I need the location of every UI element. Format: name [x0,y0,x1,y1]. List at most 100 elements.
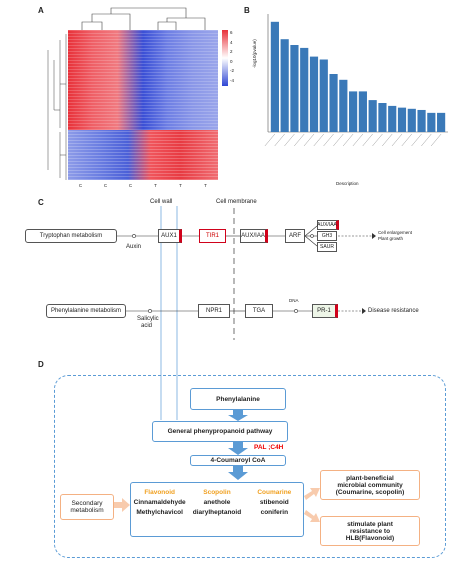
column-label: C [128,183,133,188]
x-tick-label [342,133,354,147]
legend-tick: 4 [230,39,233,45]
pr1-box: PR-1 [312,304,338,318]
panel-c-label: C [38,198,44,207]
bar [319,59,328,132]
methylchavicol-text: Methylchavicol [136,509,183,516]
bar [349,91,358,132]
flow-container [54,375,446,558]
x-tick-label [274,133,285,147]
stimulate-resistance-node: stimulate plant resistance to HLB(Flavon… [320,516,420,546]
secondary-metabolism-node: Secondary metabolism [60,494,114,520]
bar [270,21,279,132]
metabolites-box: Flavonoid Scopolin Coumarine Cinnamaldeh… [130,482,304,537]
cell-enlargement-label: Cell enlargement [378,230,413,235]
bar [280,39,289,133]
dna2-label: DNA [289,298,299,303]
bar [378,103,387,132]
legend-tick: -2 [230,68,235,74]
arf-box: ARF [285,229,305,243]
tga-box: TGA [245,304,273,318]
bar [368,100,377,132]
legend-tick: 2 [230,49,233,55]
bar [417,109,426,132]
x-tick-label [264,133,276,147]
stimulate-line-2: resistance to [349,527,391,535]
cinnamaldehyde-text: Cinnamaldehyde [133,499,186,506]
beneficial-line-2: microbial community [337,481,403,489]
coumaroyl-coa-node: 4-Coumaroyl CoA [190,455,286,466]
bar-chart-xlabel: Description [336,181,359,186]
phenylalanine-node: Phenylalanine [190,388,286,410]
coniferin-text: coniferin [260,509,289,516]
tryptophan-metabolism-box: Tryptophan metabolism [25,229,117,243]
panel-b-label: B [244,6,250,15]
x-tick-label [382,133,393,147]
x-tick-label [421,133,432,147]
heatmap-color-legend [222,30,228,86]
anethole-text: anethole [203,499,231,506]
acid-text: acid [141,323,153,329]
heatmap-column-labels: C C C T T T [68,183,218,188]
aux1-box: AUX1 [158,229,182,243]
saur-box: SAUR [317,242,337,252]
disease-resistance-label: Disease resistance [368,308,419,314]
x-tick-label [323,133,334,147]
column-label: T [154,183,157,188]
phenylalanine-metabolism-box: Phenylalanine metabolism [46,304,126,318]
column-label: C [103,183,108,188]
x-tick-label [362,133,373,147]
cell-wall-label: Cell wall [150,199,173,205]
x-tick-label [391,133,403,147]
bar [339,79,348,132]
plant-growth-label: Plant growth [378,236,404,241]
x-tick-label [313,133,324,147]
panel-a-label: A [38,6,44,15]
npr1-box: NPR1 [198,304,230,318]
coumarine-heading: Coumarine [257,489,292,496]
legend-tick: 0 [230,58,233,64]
column-label: T [204,183,207,188]
stibenoid-text: stibenoid [259,499,289,506]
enzymes-label: PAL ;C4H [254,444,284,451]
auxiaa-box: AUX/IAA [240,229,268,243]
x-tick-label [401,133,412,147]
x-tick-label [352,133,364,147]
bar [388,105,397,132]
bar [290,45,299,132]
stimulate-line-1: stimulate plant [347,520,393,528]
general-pathway-node: General phenypropanoid pathway [152,421,288,442]
heatmap-legend-ticks: 6 4 2 0 -2 -4 [230,28,234,86]
bar [437,112,446,132]
legend-tick: -4 [230,77,235,83]
auxin-label: Auxin [126,244,142,250]
salicylic-text: Salicylic [137,316,159,322]
flavonoid-heading: Flavonoid [144,489,176,496]
column-label: C [78,183,83,188]
auxiaa2-box: AUX/IAA [317,220,339,230]
cell-membrane-label: Cell membrane [216,199,257,205]
growth-outcome: Cell enlargement Plant growth [378,230,412,242]
column-label: T [179,183,182,188]
bar [427,112,436,132]
x-tick-label [284,133,295,147]
beneficial-line-3: (Coumarine, scopolin) [335,488,405,496]
x-tick-label [372,133,383,147]
bar [309,56,319,132]
x-tick-label [294,133,305,147]
bar [407,108,416,132]
panel-d-label: D [38,360,44,369]
x-tick-label [411,133,422,147]
x-tick-label [303,133,315,147]
beneficial-line-1: plant-beneficial [346,474,394,482]
bar [300,47,309,132]
x-tick-label [430,133,442,147]
diarylheptanoid-text: diarylheptanoid [192,509,242,516]
beneficial-community-node: plant-beneficial microbial community (Co… [320,470,420,500]
tir1-box: TIR1 [199,229,226,243]
bar [358,91,367,132]
stimulate-line-3: HLB(Flavonoid) [345,534,395,542]
legend-tick: 6 [230,30,233,35]
scopolin-heading: Scopolin [203,489,231,496]
